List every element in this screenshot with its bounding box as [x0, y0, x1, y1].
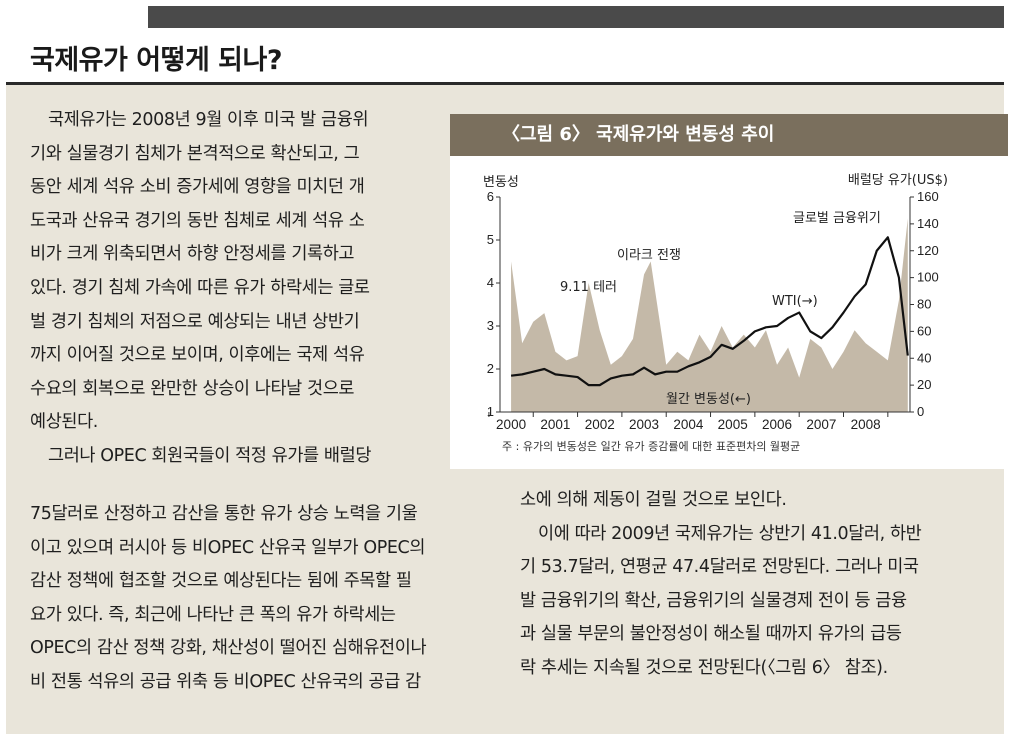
text-line: 벌 경기 침체의 저점으로 예상되는 내년 상반기	[30, 311, 360, 332]
text-line: 감산 정책에 협조할 것으로 예상된다는 뒴에 주목할 필	[30, 571, 412, 592]
y-left-axis-label: 변동성	[483, 175, 519, 190]
x-tick-label: 2005	[718, 417, 748, 432]
x-tick-label: 2002	[585, 417, 615, 432]
y-right-tick-label: 80	[917, 297, 931, 312]
page-title: 국제유가 어떻게 되나?	[30, 45, 283, 76]
y-right-axis-label: 배럴당 유가(US$)	[848, 173, 948, 188]
text-line: 소에 의해 제동이 걸릴 것으로 보인다.	[520, 490, 787, 510]
x-tick-label: 2006	[762, 417, 792, 432]
y-right-tick-label: 0	[917, 404, 924, 419]
wti-line	[510, 236, 909, 387]
header-bar	[148, 6, 1004, 28]
volatility-area	[511, 218, 908, 412]
title-divider	[6, 82, 1004, 85]
text-line: 이에 따라 2009년 국제유가는 상반기 41.0달러, 하반	[538, 523, 922, 544]
text-line: 예상된다.	[30, 412, 98, 433]
y-right-tick-label: 140	[917, 216, 939, 231]
text-line: 요가 있다. 즉, 최근에 나타난 큰 폭의 유가 하락세는	[30, 604, 396, 625]
text-line: 발 금융위기의 확산, 금융위기의 실물경제 전이 등 금융	[520, 590, 907, 611]
text-line: 기 53.7달러, 연평균 47.4달러로 전망된다. 그러나 미국	[520, 557, 919, 578]
text-line: 이고 있으며 러시아 등 비OPEC 산유국 일부가 OPEC의	[30, 537, 426, 558]
text-line: 수요의 회복으로 완만한 상승이 나타날 것으로	[30, 378, 355, 399]
y-right-tick-label: 100	[917, 270, 939, 285]
y-left-tick-label: 3	[487, 318, 494, 333]
x-tick-label: 2007	[806, 417, 836, 432]
annotation-iraq: 이라크 전쟁	[617, 248, 681, 263]
y-right-tick-label: 160	[917, 189, 939, 204]
x-tick-label: 2000	[496, 417, 526, 432]
text-line: 과 실물 부문의 불안정성이 해소될 때까지 유가의 급등	[520, 624, 902, 645]
y-right-tick-label: 20	[917, 377, 931, 392]
figure-6: 〈그림 6〉 국제유가와 변동성 추이 1 2 3 4 5 6 0 20 40 60 80 100 12…	[450, 114, 1008, 469]
text-line: 까지 이어질 것으로 보이며, 이후에는 국제 석유	[30, 345, 365, 366]
text-line: 도국과 산유국 경기의 동반 침체로 세계 석유 소	[30, 210, 365, 231]
text-line: 그러나 OPEC 회원국들이 적정 유가를 배럴당	[48, 445, 372, 466]
y-left-tick-label: 6	[487, 189, 494, 204]
text-line: 기와 실물경기 침체가 본격적으로 확산되고, 그	[30, 143, 360, 164]
annotation-terror: 9.11 테러	[560, 280, 617, 295]
annotation-volatility: 월간 변동성(←)	[666, 392, 751, 407]
y-left-tick-label: 4	[487, 275, 494, 290]
right-column: 소에 의해 제동이 걸릴 것으로 보인다. 이에 따라 2009년 국제유가는 …	[520, 484, 990, 686]
figure-note: 주 : 유가의 변동성은 일간 유가 증감률에 대한 표준편차의 월평균	[502, 440, 801, 453]
text-line: 락 추세는 지속될 것으로 전망된다(〈그림 6〉 참조).	[520, 657, 888, 678]
text-line: OPEC의 감산 정책 강화, 채산성이 떨어진 심해유전이나	[30, 638, 427, 659]
y-left-tick-label: 1	[487, 404, 494, 419]
x-tick-label: 2004	[673, 417, 704, 432]
y-right-tick-label: 40	[917, 350, 931, 365]
y-left-tick-label: 5	[487, 232, 494, 247]
text-line: 비 전통 석유의 공급 위축 등 비OPEC 산유국의 공급 감	[30, 671, 421, 692]
x-tick-label: 2003	[629, 417, 659, 432]
x-tick-label: 2008	[851, 417, 881, 432]
y-left-tick-label: 2	[487, 361, 494, 376]
left-column-lower: 75달러로 산정하고 감산을 통한 유가 상승 노력을 기울 이고 있으며 러시…	[30, 498, 500, 700]
left-column: 국제유가는 2008년 9월 이후 미국 발 금융위 기와 실물경기 침체가 본…	[30, 104, 435, 474]
text-line: 동안 세계 석유 소비 증가세에 영향을 미치던 개	[30, 177, 365, 198]
x-tick-label: 2001	[540, 417, 570, 432]
text-line: 국제유가는 2008년 9월 이후 미국 발 금융위	[48, 110, 369, 130]
y-right-tick-label: 120	[917, 243, 939, 258]
annotation-wti: WTI(→)	[772, 294, 818, 309]
figure-title: 〈그림 6〉 국제유가와 변동성 추이	[450, 114, 1008, 156]
text-line: 비가 크게 위축되면서 하향 안정세를 기록하고	[30, 244, 355, 265]
annotation-crisis: 글로벌 금융위기	[793, 211, 881, 226]
text-line: 75달러로 산정하고 감산을 통한 유가 상승 노력을 기울	[30, 504, 418, 524]
y-right-tick-label: 60	[917, 323, 931, 338]
text-line: 있다. 경기 침체 가속에 따른 유가 하락세는 글로	[30, 277, 370, 298]
